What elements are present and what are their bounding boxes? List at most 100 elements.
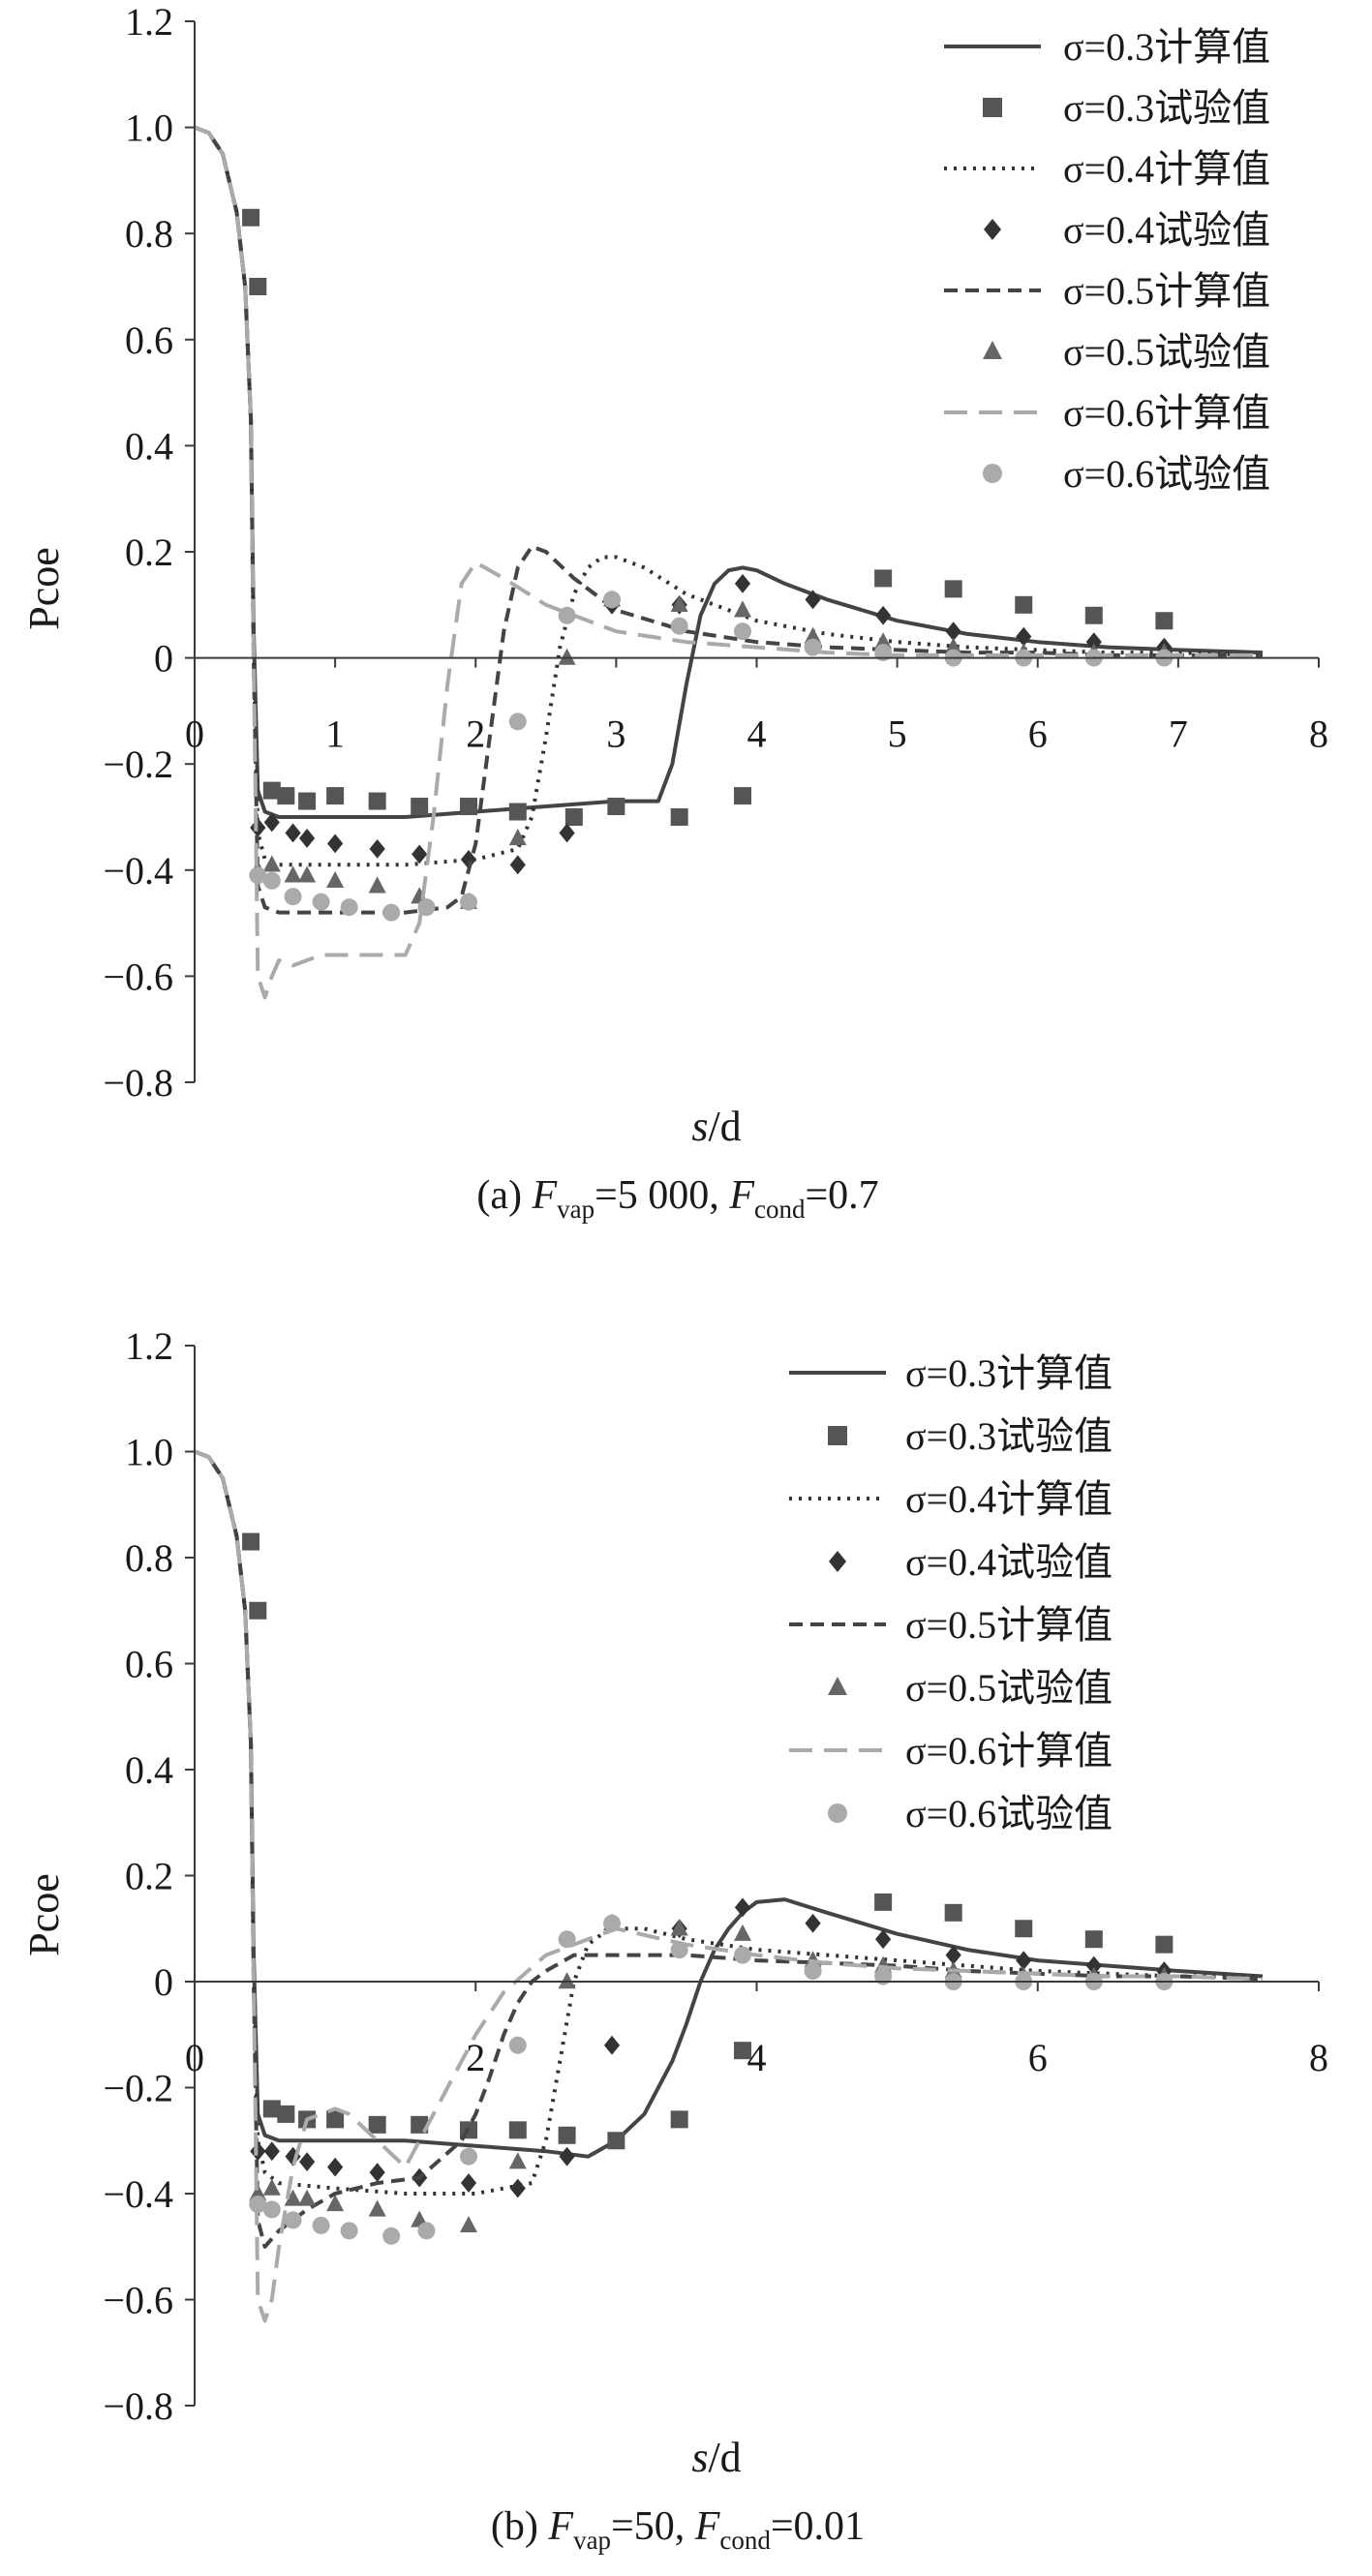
legend: σ=0.3计算值 σ=0.3试验值 σ=0.4计算值 σ=0.4试验值 σ=0.5计算值… xyxy=(789,1351,1113,1835)
data-point xyxy=(417,2222,436,2240)
y-tick-label: 1.0 xyxy=(125,1431,173,1474)
legend-swatch-3 xyxy=(984,219,1001,240)
legend-swatch-3 xyxy=(829,1551,846,1572)
x-tick-label: 7 xyxy=(1169,712,1188,756)
caption-f2: F xyxy=(728,1173,754,1218)
x-tick-label: 2 xyxy=(466,712,485,756)
y-tick-label: 0.4 xyxy=(125,1748,173,1792)
y-tick-label: 0.8 xyxy=(125,212,173,256)
data-point xyxy=(368,2199,386,2217)
legend-swatch-7 xyxy=(828,1803,847,1823)
legend-label-1: σ=0.3试验值 xyxy=(905,1414,1113,1458)
data-point xyxy=(326,2110,345,2129)
y-tick-label: 0.8 xyxy=(125,1536,173,1580)
data-point xyxy=(670,1919,688,1936)
data-point xyxy=(509,2178,526,2198)
data-point xyxy=(670,2110,688,2129)
data-point xyxy=(874,1893,893,1911)
data-point xyxy=(733,1946,751,1964)
x-tick-label: 8 xyxy=(1309,2036,1328,2079)
data-point xyxy=(508,2036,527,2054)
legend-label-0: σ=0.3计算值 xyxy=(1063,25,1270,69)
y-tick-label: 1.2 xyxy=(125,0,173,44)
data-point xyxy=(284,888,302,906)
data-point xyxy=(412,844,428,864)
data-point xyxy=(299,2152,316,2172)
y-tick-label: 0 xyxy=(154,1960,173,2004)
data-point xyxy=(1155,1935,1174,1954)
data-point xyxy=(670,808,688,826)
x-axis-title-rest: /d xyxy=(708,2434,741,2481)
data-point xyxy=(327,833,344,854)
data-point xyxy=(459,2147,477,2166)
data-point xyxy=(326,870,345,888)
data-point xyxy=(369,838,385,859)
legend-label-7: σ=0.6试验值 xyxy=(1063,452,1270,496)
data-point xyxy=(262,871,281,890)
data-point xyxy=(558,648,576,665)
data-point xyxy=(299,829,316,848)
data-point xyxy=(734,1897,751,1918)
x-tick-label: 0 xyxy=(185,712,204,756)
data-point xyxy=(249,278,267,295)
caption-suffix: =0.01 xyxy=(771,2504,865,2549)
data-point xyxy=(249,2184,267,2201)
data-point xyxy=(559,2146,575,2167)
series-layer xyxy=(194,125,1264,1000)
data-point xyxy=(945,621,961,642)
data-point xyxy=(277,2105,295,2123)
chart-panel-a: 1.2 1.0 0.8 0.6 0.4 0.2 0 −0.2 −0.4 −0.6 −0.8 0 1 2 3 4… xyxy=(20,0,1328,1224)
data-point xyxy=(1084,606,1103,624)
data-point xyxy=(805,590,821,610)
data-point xyxy=(369,2163,385,2182)
data-point xyxy=(263,812,280,833)
data-point xyxy=(262,781,281,800)
data-point xyxy=(804,638,822,656)
legend-label-5: σ=0.5试验值 xyxy=(905,1666,1113,1710)
x-tick-label: 3 xyxy=(606,712,625,756)
legend-swatch-1 xyxy=(983,98,1002,117)
caption-prefix: (b) xyxy=(491,2504,548,2549)
data-point xyxy=(558,1930,576,1949)
data-point xyxy=(804,626,822,644)
data-point xyxy=(874,632,893,650)
data-point xyxy=(382,903,401,922)
y-tick-label: 1.2 xyxy=(125,1324,173,1368)
data-point xyxy=(312,2216,330,2234)
legend-label-6: σ=0.6计算值 xyxy=(1063,391,1270,435)
legend: σ=0.3计算值 σ=0.3试验值 σ=0.4计算值 σ=0.4试验值 σ=0.5计算值… xyxy=(944,25,1270,496)
data-point xyxy=(944,1903,962,1922)
legend-swatch-1 xyxy=(828,1426,847,1445)
y-tick-label: 0.4 xyxy=(125,424,173,468)
data-point xyxy=(262,855,281,872)
data-point xyxy=(411,798,429,816)
y-tick-label: −0.8 xyxy=(103,1061,173,1105)
data-point xyxy=(326,2195,345,2212)
data-point xyxy=(1016,1951,1032,1970)
data-point xyxy=(603,591,622,609)
data-point xyxy=(603,2035,621,2055)
data-point xyxy=(368,792,386,810)
caption-f1-sub: vap xyxy=(573,2526,611,2555)
legend-label-4: σ=0.5计算值 xyxy=(905,1603,1113,1647)
data-point xyxy=(459,798,477,816)
data-point xyxy=(1084,1930,1103,1949)
data-point xyxy=(733,2042,751,2060)
data-point xyxy=(1016,626,1032,647)
caption-f1-sub: vap xyxy=(557,1195,595,1224)
data-point xyxy=(508,2121,527,2139)
data-point xyxy=(564,808,583,826)
x-tick-label: 0 xyxy=(185,2036,204,2079)
data-point xyxy=(733,787,751,805)
data-point xyxy=(368,876,386,894)
data-point xyxy=(284,865,302,883)
data-point xyxy=(1015,595,1033,614)
data-point xyxy=(277,787,295,805)
caption-f2-sub: cond xyxy=(754,1195,806,1224)
data-point xyxy=(459,2215,477,2233)
x-axis-title-italic: s xyxy=(691,2434,708,2481)
y-axis-title: Pcoe xyxy=(20,1873,68,1956)
y-tick-label: −0.2 xyxy=(103,2067,173,2110)
series-line-4 xyxy=(194,125,1263,915)
data-point xyxy=(382,2227,401,2245)
